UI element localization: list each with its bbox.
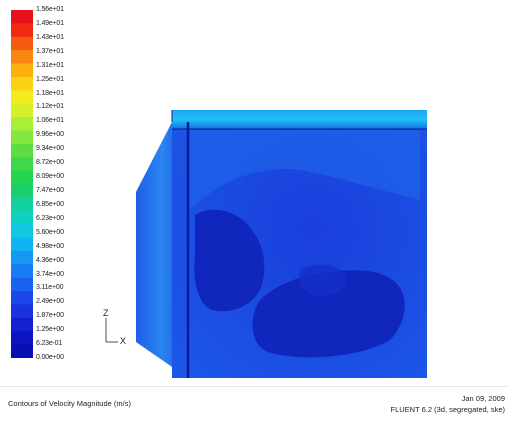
color-scale-tick-label: 1.31e+01	[36, 61, 64, 69]
color-scale-tick-label: 1.87e+00	[36, 312, 64, 320]
low-velocity-zone	[252, 270, 405, 358]
color-scale-tick-label: 1.56e+01	[36, 6, 64, 13]
color-scale-tick-label: 6.85e+00	[36, 200, 64, 208]
color-scale-swatch	[11, 210, 33, 225]
color-scale-bar	[11, 10, 33, 358]
color-scale-swatch	[11, 103, 33, 118]
color-scale-tick-label: 8.72e+00	[36, 159, 64, 167]
color-scale-swatch	[11, 331, 33, 346]
color-scale-tick-label: 8.09e+00	[36, 173, 64, 180]
color-scale-tick-label: 1.43e+01	[36, 33, 64, 41]
color-scale-tick-label: 1.49e+01	[36, 19, 64, 27]
color-scale-tick-label: 0.00e+00	[36, 354, 64, 361]
color-scale-swatch	[11, 10, 33, 24]
velocity-contour-plot	[136, 110, 427, 378]
footer-divider	[0, 386, 509, 387]
graphics-viewport[interactable]: 1.56e+01 1.49e+01 1.43e+01 1.37e+01 1.31e+01…	[0, 0, 509, 380]
color-scale-tick-label: 4.36e+00	[36, 256, 64, 264]
color-scale-swatch	[11, 277, 33, 292]
color-scale-swatch	[11, 291, 33, 305]
color-scale-tick-label: 7.47e+00	[36, 187, 64, 194]
color-scale-swatch	[11, 237, 33, 252]
color-scale-swatch	[11, 184, 33, 198]
color-scale-tick-label: 9.96e+00	[36, 131, 64, 139]
solver-info: FLUENT 6.2 (3d, segregated, ske)	[390, 405, 506, 414]
color-scale-swatch	[11, 50, 33, 65]
color-scale-swatch	[11, 317, 33, 332]
color-scale-swatch	[11, 250, 33, 265]
color-scale-tick-label: 3.11e+00	[36, 284, 64, 292]
color-scale-swatch	[11, 117, 33, 131]
color-scale-tick-label: 6.23e-01	[36, 340, 63, 348]
color-scale-tick-label: 1.37e+01	[36, 47, 64, 55]
color-scale-tick-label: 2.49e+00	[36, 298, 64, 306]
color-scale-tick-label: 3.74e+00	[36, 270, 64, 278]
color-scale-tick-label: 5.60e+00	[36, 228, 64, 236]
color-scale-swatch	[11, 170, 33, 185]
color-scale-tick-label: 1.18e+01	[36, 89, 64, 97]
color-scale-swatch	[11, 23, 33, 38]
color-scale-swatch	[11, 130, 33, 145]
color-scale-tick-label: 1.06e+01	[36, 117, 64, 125]
color-scale-swatch	[11, 90, 33, 105]
color-scale-tick-label: 1.25e+00	[36, 326, 64, 334]
color-scale-tick-label: 9.34e+00	[36, 145, 64, 153]
color-scale-tick-label: 1.25e+01	[36, 75, 64, 83]
color-scale-tick-label: 6.23e+00	[36, 214, 64, 222]
color-scale-swatch	[11, 63, 33, 78]
color-scale-tick-label: 1.12e+01	[36, 103, 64, 111]
color-scale-swatch	[11, 76, 33, 91]
color-scale-swatch	[11, 304, 33, 319]
low-velocity-zone	[194, 209, 265, 312]
axis-triad: Z X	[96, 308, 136, 352]
axis-x-label: X	[120, 336, 127, 346]
color-scale-swatch	[11, 143, 33, 158]
plot-title: Contours of Velocity Magnitude (m/s)	[8, 399, 131, 408]
color-scale-tick-label: 4.98e+00	[36, 242, 64, 250]
plot-date: Jan 09, 2009	[461, 394, 505, 403]
color-scale-swatch	[11, 157, 33, 172]
color-scale-swatch	[11, 224, 33, 239]
color-scale-swatch	[11, 197, 33, 212]
color-scale-swatch	[11, 36, 33, 51]
axis-z-label: Z	[103, 308, 109, 318]
top-inlet-strip	[172, 110, 427, 129]
color-scale-swatch	[11, 264, 33, 279]
color-scale-labels: 1.56e+01 1.49e+01 1.43e+01 1.37e+01 1.31e+01…	[36, 6, 116, 366]
color-scale-swatch	[11, 344, 33, 358]
